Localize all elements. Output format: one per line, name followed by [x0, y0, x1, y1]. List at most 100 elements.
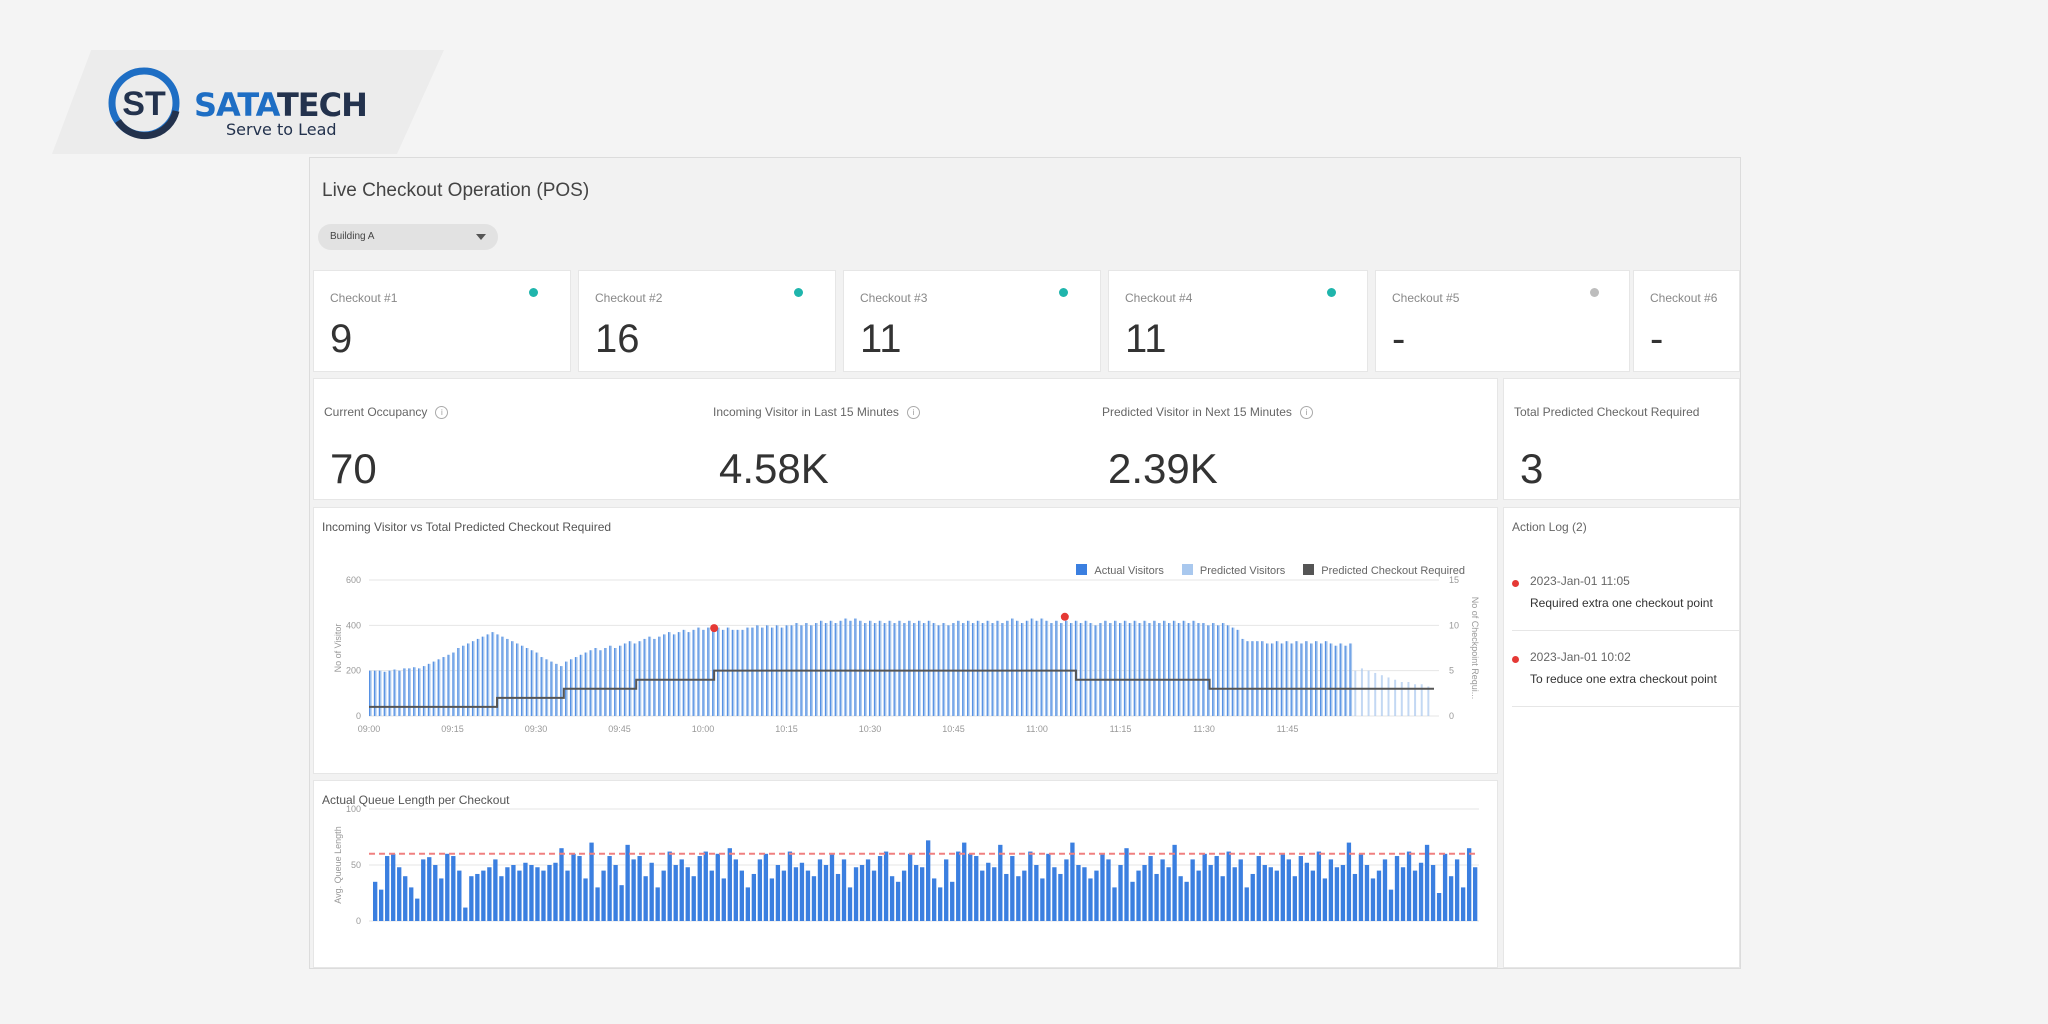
bar-actual-visitors-core [550, 661, 552, 716]
bar-actual-visitors-core [663, 634, 665, 716]
checkout-card-2[interactable]: Checkout #2 16 [578, 270, 836, 372]
bar-queue-length [601, 870, 606, 921]
bar-actual-visitors [555, 663, 558, 716]
info-icon[interactable]: i [1299, 406, 1313, 419]
info-icon[interactable]: i [435, 406, 449, 419]
bar-actual-visitors-core [579, 654, 582, 716]
bar-queue-length [745, 887, 751, 921]
bar-actual-visitors [1069, 623, 1073, 716]
bar-actual-visitors-core [967, 620, 969, 716]
bar-actual-visitors [1172, 620, 1176, 716]
bar-actual-visitors-core [403, 668, 405, 716]
bar-actual-visitors [496, 634, 500, 716]
bar-actual-visitors-core [525, 648, 528, 716]
checkout-value: 16 [595, 317, 640, 361]
bar-actual-visitors [1035, 620, 1039, 716]
bar-actual-visitors [859, 620, 862, 716]
bar-queue-length [1094, 870, 1099, 921]
bar-actual-visitors-core [491, 632, 493, 716]
bar-queue-length [1142, 865, 1147, 921]
bar-queue-length [1232, 867, 1237, 921]
bar-actual-visitors-core [1349, 643, 1351, 716]
bar-actual-visitors-core [991, 623, 993, 716]
bar-actual-visitors-core [383, 671, 385, 716]
checkout-card-4[interactable]: Checkout #4 11 [1108, 270, 1368, 372]
x-tick-label: 11:15 [1110, 724, 1132, 734]
bar-actual-visitors [648, 636, 652, 716]
bar-actual-visitors [663, 634, 666, 716]
bar-actual-visitors-core [1310, 643, 1312, 716]
bar-queue-length [511, 865, 516, 921]
action-log-item[interactable]: 2023-Jan-01 11:05 Required extra one che… [1512, 572, 1740, 631]
bar-queue-length [1448, 876, 1454, 921]
bar-queue-length [1196, 870, 1201, 921]
bar-queue-length [986, 862, 991, 921]
bar-actual-visitors-core [839, 620, 841, 716]
bar-queue-length [1394, 856, 1400, 921]
bar-queue-length [613, 865, 618, 921]
bar-actual-visitors-core [516, 643, 518, 716]
building-select[interactable]: Building A [318, 224, 498, 250]
bar-queue-length [805, 870, 811, 921]
bar-actual-visitors-core [697, 627, 699, 716]
bar-queue-length [883, 851, 889, 921]
bar-actual-visitors [511, 641, 514, 716]
bar-actual-visitors [922, 623, 926, 716]
bar-actual-visitors [839, 620, 843, 716]
action-log-item[interactable]: 2023-Jan-01 10:02 To reduce one extra ch… [1512, 648, 1740, 707]
bar-queue-length [403, 876, 408, 921]
bar-actual-visitors [952, 623, 956, 716]
bar-actual-visitors-core [604, 648, 606, 716]
bar-actual-visitors-core [471, 641, 474, 716]
kpi-value-predicted: 2.39K [1108, 445, 1218, 492]
x-tick-label: 10:15 [775, 724, 798, 734]
bar-actual-visitors [1168, 623, 1171, 716]
bar-actual-visitors-core [1339, 643, 1341, 716]
queue-chart-plot: 0 50 100 Avg. Queue Length [333, 804, 1479, 926]
bar-queue-length [1040, 878, 1045, 921]
bar-queue-length [685, 867, 690, 921]
bar-actual-visitors-core [1114, 620, 1116, 716]
bar-actual-visitors [373, 670, 377, 716]
bar-queue-length [445, 853, 450, 921]
bar-actual-visitors [981, 623, 985, 716]
legend-item-predicted: Predicted Visitors [1181, 564, 1285, 577]
bar-actual-visitors [1231, 627, 1235, 716]
kpi-label-occupancy: Current Occupancy i [324, 405, 449, 419]
bar-actual-visitors [918, 620, 921, 716]
bar-actual-visitors [1006, 620, 1009, 716]
checkout-card-6[interactable]: Checkout #6 - [1633, 270, 1740, 372]
checkout-label: Checkout #3 [860, 291, 928, 305]
bar-actual-visitors-core [893, 623, 895, 716]
bar-actual-visitors [599, 650, 603, 716]
bar-actual-visitors [805, 623, 808, 716]
bar-actual-visitors-core [1236, 629, 1238, 716]
bar-actual-visitors-core [643, 638, 645, 716]
bar-actual-visitors-core [957, 620, 959, 716]
bar-actual-visitors-core [1065, 620, 1067, 716]
bar-queue-length [421, 859, 426, 921]
checkout-card-1[interactable]: Checkout #1 9 [313, 270, 571, 372]
bar-actual-visitors-core [1079, 623, 1082, 716]
bar-actual-visitors-core [668, 632, 670, 716]
bar-actual-visitors [422, 666, 426, 716]
bar-actual-visitors [1138, 623, 1142, 716]
bar-actual-visitors-core [594, 648, 596, 716]
bar-actual-visitors [452, 652, 456, 716]
bar-actual-visitors [1339, 643, 1343, 716]
bar-queue-length [625, 844, 630, 921]
bar-actual-visitors [761, 627, 764, 716]
checkout-card-3[interactable]: Checkout #3 11 [843, 270, 1101, 372]
bar-queue-length [1286, 859, 1291, 921]
bar-actual-visitors [1329, 643, 1333, 716]
checkout-card-5[interactable]: Checkout #5 - [1375, 270, 1630, 372]
bar-actual-visitors-core [908, 620, 910, 716]
bar-actual-visitors-core [1231, 627, 1233, 716]
info-icon[interactable]: i [906, 406, 920, 419]
bar-actual-visitors-core [854, 618, 856, 716]
bar-queue-length [823, 865, 829, 921]
bar-actual-visitors [1133, 620, 1137, 716]
legend-item-checkout: Predicted Checkout Required [1303, 564, 1465, 577]
bar-actual-visitors-core [1060, 623, 1062, 716]
bar-actual-visitors [1143, 620, 1147, 716]
